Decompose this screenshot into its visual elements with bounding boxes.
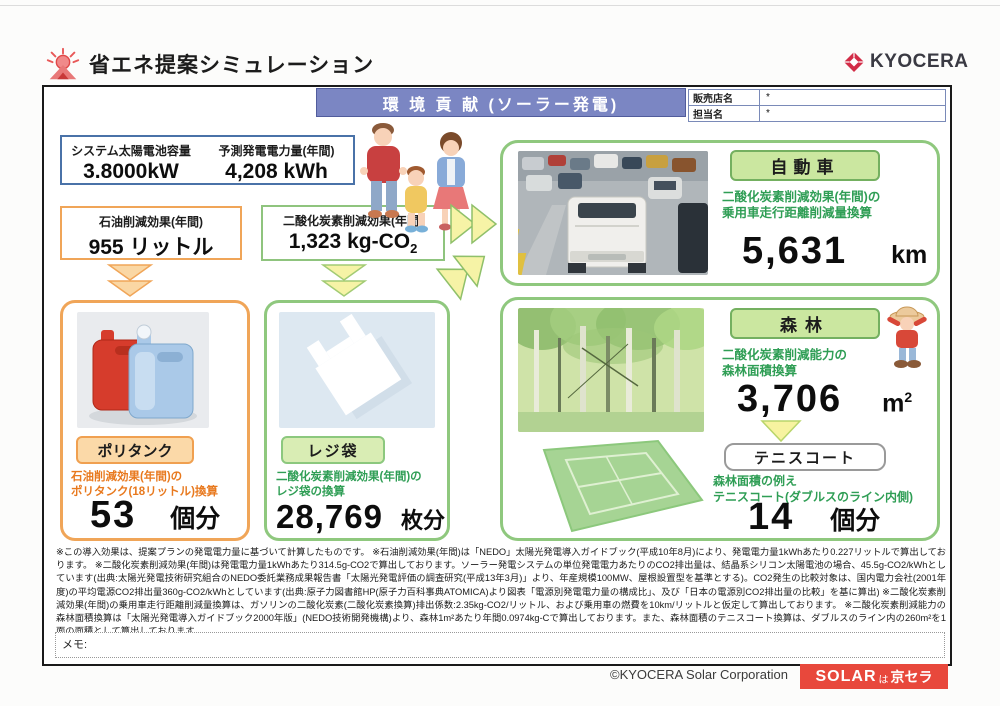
- bag-unit: 枚分: [400, 508, 445, 533]
- boy-mascot-illustration: [887, 306, 927, 368]
- family-illustration: [360, 123, 469, 233]
- tennis-description: 森林面積の例え テニスコート(ダブルスのライン内側): [713, 474, 913, 504]
- arrow-diagonal-icon: [435, 255, 486, 301]
- bag-number: 28,769: [276, 498, 383, 535]
- stat-value: 955 リットル: [88, 236, 214, 259]
- forest-label-pill: 森林: [730, 308, 880, 339]
- car-value: 5,631 km: [742, 232, 927, 270]
- forest-photo: [518, 308, 704, 432]
- dealer-name-value: *: [766, 92, 770, 103]
- stat-oil-reduction: 石油削減効果(年間) 955 リットル: [60, 206, 242, 260]
- arrow-down-icon: [320, 264, 368, 297]
- page-title: 省エネ提案シミュレーション: [89, 54, 375, 77]
- bag-description: 二酸化炭素削減効果(年間)の レジ袋の換算: [276, 471, 422, 498]
- dealer-table: 販売店名 * 担当名 *: [688, 89, 946, 122]
- footnote: ※この導入効果は、提案プランの発電電力量に基づいて計算したものです。: [56, 547, 370, 557]
- copyright-text: ©KYOCERA Solar Corporation: [610, 667, 788, 682]
- plastic-bag-photo: [279, 312, 435, 428]
- arrow-down-icon: [760, 420, 802, 443]
- footnote: ※二酸化炭素削減効果(年間)は発電電力量1kWhあたり314.5g-CO2で算出…: [56, 560, 946, 597]
- polytank-photo: [77, 312, 209, 428]
- arrow-down-icon: [106, 264, 154, 297]
- stat-value: 1,323 kg-CO2: [288, 230, 418, 257]
- forest-number: 3,706: [737, 378, 843, 420]
- stat-label: システム太陽電池容量: [71, 144, 191, 158]
- forest-unit: m2: [882, 388, 913, 417]
- forest-description: 二酸化炭素削減能力の 森林面積換算: [722, 348, 848, 379]
- stat-label: 二酸化炭素削減効果(年間): [283, 214, 423, 228]
- tennis-label-pill: テニスコート: [724, 443, 886, 471]
- stat-value: 4,208 kWh: [225, 160, 328, 183]
- bag-value: 28,769 枚分: [276, 500, 445, 533]
- polytank-description: 石油削減効果(年間)の ポリタンク(18リットル)換算: [71, 471, 218, 498]
- polytank-number: 53: [90, 494, 137, 536]
- stat-label: 石油削減効果(年間): [99, 215, 203, 229]
- stat-value: 3.8000kW: [83, 160, 179, 183]
- tennis-court-illustration: [514, 438, 710, 536]
- table-row: 販売店名 *: [689, 90, 945, 105]
- footnote: ※二酸化炭素削減効果(年間)の乗用車走行距離削減量換算は、ガソリンの二酸化炭素(…: [56, 586, 946, 610]
- footnote: ※二酸化炭素削減能力の森林面積換算は「太陽光発電導入ガイドブック2000年版」(…: [56, 599, 946, 636]
- car-label-pill: 自動車: [730, 150, 880, 181]
- forest-value: 3,706 m2: [737, 380, 912, 418]
- stat-label: 予測発電電力量(年間): [218, 144, 335, 158]
- sun-house-icon: [46, 47, 80, 80]
- memo-label: メモ:: [62, 639, 88, 651]
- bag-label-pill: レジ袋: [281, 436, 385, 464]
- polytank-value: 53 個分: [90, 496, 220, 534]
- polytank-unit: 個分: [170, 505, 221, 533]
- kyocera-diamond-icon: [844, 52, 864, 72]
- stat-system-capacity: システム太陽電池容量 3.8000kW: [60, 135, 202, 185]
- rep-name-label: 担当名: [689, 106, 760, 121]
- stat-predicted-energy: 予測発電電力量(年間) 4,208 kWh: [200, 135, 355, 185]
- tennis-unit: 個分: [830, 507, 881, 535]
- page-header: 省エネ提案シミュレーション: [44, 47, 374, 81]
- footnote: ※石油削減効果(年間)は「NEDO」太陽光発電導入ガイドブック(平成10年8月)…: [56, 547, 946, 571]
- table-row: 担当名 *: [689, 105, 945, 121]
- car-unit: km: [891, 241, 928, 269]
- polytank-label-pill: ポリタンク: [76, 436, 194, 464]
- tennis-value: 14 個分: [748, 498, 880, 536]
- rep-name-value: *: [766, 108, 770, 119]
- traffic-photo: [518, 151, 708, 275]
- car-description: 二酸化炭素削減効果(年間)の 乗用車走行距離削減量換算: [722, 190, 881, 221]
- scan-edge-line: [0, 5, 1000, 6]
- kyocera-logo: KYOCERA: [843, 51, 969, 73]
- tennis-number: 14: [748, 496, 795, 538]
- footnotes: ※この導入効果は、提案プランの発電電力量に基づいて計算したものです。 ※石油削減…: [56, 546, 946, 638]
- arrow-right-icon: [450, 203, 498, 245]
- car-number: 5,631: [742, 230, 848, 272]
- memo-box: メモ:: [55, 632, 945, 658]
- dealer-name-label: 販売店名: [689, 90, 760, 105]
- section-banner: 環 境 貢 献 (ソーラー発電): [316, 88, 686, 117]
- kyocera-wordmark: KYOCERA: [870, 51, 969, 72]
- solar-kyocera-badge: SOLAR は 京セラ: [800, 664, 948, 689]
